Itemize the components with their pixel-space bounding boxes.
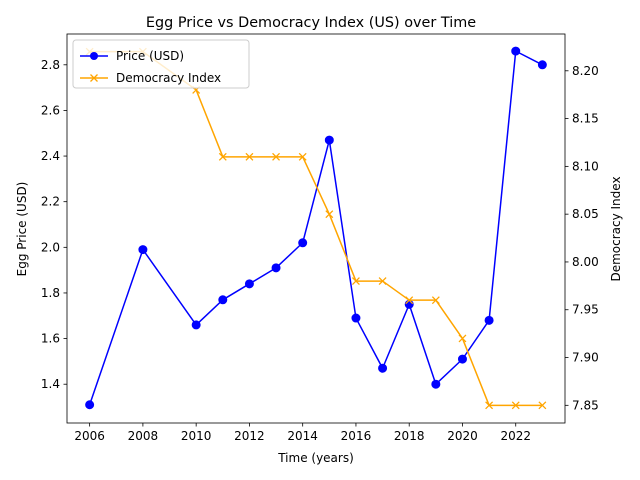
y-left-tick-label: 2.4 (41, 149, 60, 163)
y-left-tick-label: 1.6 (41, 332, 60, 346)
price-usd-point (378, 363, 388, 373)
legend-label-democracy-index: Democracy Index (116, 71, 221, 85)
y-right-tick-label: 8.05 (572, 207, 599, 221)
democracy-index-point (485, 401, 494, 410)
y-right-tick-label: 8.00 (572, 255, 599, 269)
y-right-tick-label: 7.90 (572, 351, 599, 365)
democracy-index-point (298, 152, 307, 161)
x-tick-label: 2018 (394, 429, 425, 443)
y-left-tick-label: 2.0 (41, 240, 60, 254)
price-usd-point (537, 60, 547, 70)
price-usd-point (457, 354, 467, 364)
y-left-tick-label: 2.8 (41, 58, 60, 72)
price-usd-point (511, 46, 521, 56)
y-axis-left-label: Egg Price (USD) (15, 182, 29, 277)
y-left-tick-label: 2.6 (41, 103, 60, 117)
democracy-index-point (245, 152, 254, 161)
price-usd-point (484, 315, 494, 325)
y-left-tick-label: 2.2 (41, 195, 60, 209)
price-usd-point (85, 400, 95, 410)
legend-label-price-usd: Price (USD) (116, 49, 184, 63)
y-right-tick-label: 8.10 (572, 159, 599, 173)
democracy-index-point (325, 210, 334, 219)
y-right-tick-label: 8.15 (572, 112, 599, 126)
x-tick-label: 2022 (500, 429, 531, 443)
democracy-index-point (218, 152, 227, 161)
price-usd-point (218, 295, 228, 305)
chart-title: Egg Price vs Democracy Index (US) over T… (146, 15, 476, 31)
y-axis-right-label: Democracy Index (609, 176, 623, 281)
plot-frame (66, 33, 566, 424)
price-usd-point (404, 299, 414, 309)
y-right-tick-label: 7.85 (572, 398, 599, 412)
democracy-index-point (431, 296, 440, 305)
price-usd-point (324, 135, 334, 145)
x-tick-label: 2020 (447, 429, 478, 443)
x-tick-label: 2006 (74, 429, 105, 443)
price-usd-line (88, 50, 543, 405)
y-left-tick-label: 1.4 (41, 377, 60, 391)
price-usd-point (138, 245, 148, 255)
democracy-index-point (405, 296, 414, 305)
x-tick-label: 2012 (234, 429, 265, 443)
democracy-index-point (378, 277, 387, 286)
democracy-index-point (351, 277, 360, 286)
legend: Price (USD) Democracy Index (72, 39, 250, 89)
price-usd-point (271, 263, 281, 273)
democracy-index-line (89, 50, 543, 407)
legend-box (72, 39, 250, 89)
x-tick-label: 2014 (287, 429, 318, 443)
price-usd-point (191, 320, 201, 330)
y-right-tick-label: 8.20 (572, 64, 599, 78)
democracy-index-point (272, 152, 281, 161)
price-usd-point (244, 279, 254, 289)
price-usd-point (351, 313, 361, 323)
democracy-index-point (511, 401, 520, 410)
democracy-index-point (458, 334, 467, 343)
x-tick-label: 2016 (341, 429, 372, 443)
democracy-index-point (538, 401, 547, 410)
x-axis-label: Time (years) (277, 451, 354, 465)
legend-marker-democracy-index (90, 74, 98, 82)
price-usd-point (431, 379, 441, 389)
price-usd-point (298, 238, 308, 248)
legend-marker-price-usd (90, 52, 98, 60)
x-tick-label: 2008 (128, 429, 159, 443)
y-right-tick-label: 7.95 (572, 303, 599, 317)
x-tick-label: 2010 (181, 429, 212, 443)
y-left-tick-label: 1.8 (41, 286, 60, 300)
